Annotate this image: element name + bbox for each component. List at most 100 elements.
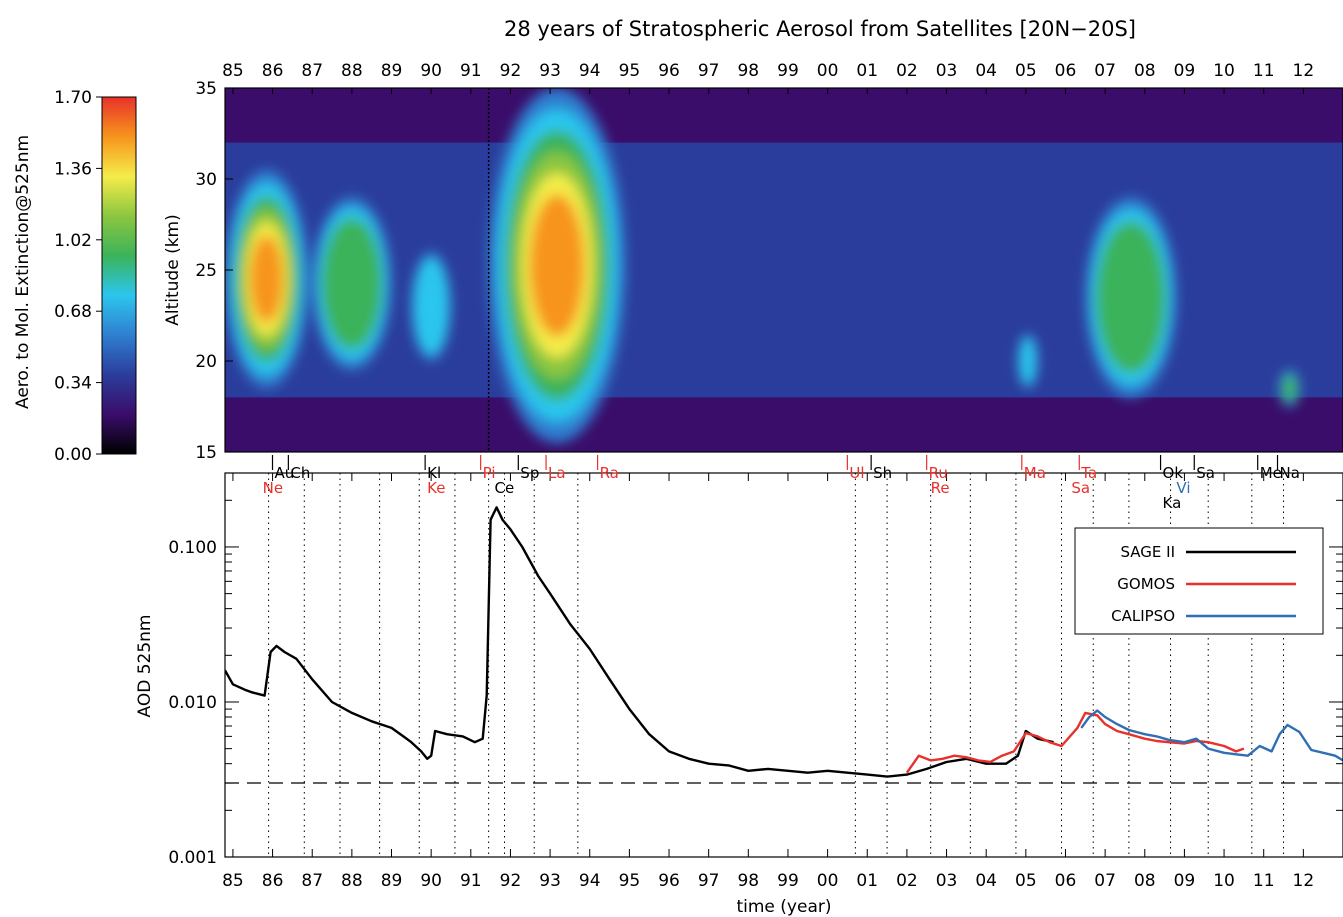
heatmap-x-tick-label: 12 <box>1293 61 1315 81</box>
aod-x-tick-label: 97 <box>698 871 720 891</box>
heatmap-contour <box>1096 221 1166 374</box>
heatmap-lower-band <box>225 397 1343 452</box>
figure-title: 28 years of Stratospheric Aerosol from S… <box>504 17 1136 41</box>
volcano-label: Ra <box>600 464 619 482</box>
heatmap-x-tick-label: 89 <box>381 61 403 81</box>
legend-label: CALIPSO <box>1111 607 1175 625</box>
heatmap-panel: 15 20 25 30 35 85 86 87 88 89 90 91 92 93 94 95 96 97 98 9… <box>163 61 1343 463</box>
aod-x-tick-label: 95 <box>619 871 641 891</box>
colorbar-label: Aero. to Mol. Extinction@525nm <box>13 135 33 409</box>
heatmap-body <box>225 88 1343 452</box>
heatmap-contour <box>529 194 585 337</box>
series-line-sage-ii <box>225 506 1054 778</box>
heatmap-x-tick-label: 92 <box>500 61 522 81</box>
aod-x-axis: 85 86 87 88 89 90 91 92 93 94 95 96 97 98 99 00 01 02 03 04… <box>222 473 1314 891</box>
heatmap-contour <box>1019 336 1037 386</box>
heatmap-x-tick-label: 02 <box>896 61 918 81</box>
heatmap-x-tick-label: 01 <box>856 61 878 81</box>
heatmap-features <box>225 88 1300 443</box>
aod-x-tick-label: 08 <box>1134 871 1156 891</box>
heatmap-x-tick-label: 06 <box>1055 61 1077 81</box>
series-line-gomos <box>905 711 1245 774</box>
aod-y-tick-label: 0.010 <box>168 693 217 713</box>
aod-y-tick-label: 0.001 <box>168 848 217 868</box>
aod-x-tick-label: 96 <box>658 871 680 891</box>
volcano-label: Ta <box>1080 464 1097 482</box>
aod-panel: 0.001 0.010 0.100 85 86 87 88 89 90 91 92 93 94 95 96… <box>135 455 1343 917</box>
heatmap-upper-band <box>225 88 1343 143</box>
heatmap-contour <box>413 258 449 355</box>
volcano-label: Ke <box>427 479 445 497</box>
aod-x-tick-label: 07 <box>1094 871 1116 891</box>
colorbar-ticks: 0.00 0.34 0.68 1.02 1.36 1.70 <box>54 88 102 465</box>
series-line-calipso <box>1080 709 1343 762</box>
volcano-label: La <box>548 464 566 482</box>
heatmap-y-tick-label: 25 <box>195 261 217 281</box>
aod-series <box>225 506 1343 778</box>
heatmap-x-tick-label: 07 <box>1094 61 1116 81</box>
aod-x-tick-label: 01 <box>856 871 878 891</box>
aod-x-tick-label: 86 <box>262 871 284 891</box>
aod-x-tick-label: 02 <box>896 871 918 891</box>
aod-x-tick-label: 91 <box>460 871 482 891</box>
aod-y-axis: 0.001 0.010 0.100 <box>168 499 1343 868</box>
aod-x-tick-label: 03 <box>936 871 958 891</box>
heatmap-x-tick-label: 99 <box>777 61 799 81</box>
volcano-label: Ce <box>495 479 515 497</box>
heatmap-contour <box>321 217 382 350</box>
aod-x-tick-label: 05 <box>1015 871 1037 891</box>
volcano-label: Ch <box>290 464 310 482</box>
colorbar-tick-label: 1.02 <box>54 231 92 251</box>
heatmap-y-label: Altitude (km) <box>163 214 183 326</box>
heatmap-y-tick-label: 20 <box>195 352 217 372</box>
heatmap-y-tick-label: 30 <box>195 170 217 190</box>
volcano-label: Au <box>275 464 295 482</box>
aod-x-tick-label: 92 <box>500 871 522 891</box>
colorbar-tick-label: 0.68 <box>54 302 92 322</box>
heatmap-x-tick-label: 87 <box>301 61 323 81</box>
volcano-label: Ne <box>263 479 283 497</box>
aod-frame <box>224 472 1343 858</box>
volcano-label: Sa <box>1071 479 1090 497</box>
aod-x-tick-label: 11 <box>1253 871 1275 891</box>
aod-x-tick-label: 90 <box>420 871 442 891</box>
legend: SAGE II GOMOS CALIPSO <box>1074 527 1324 635</box>
volcano-label: Pi <box>483 464 496 482</box>
heatmap-y-tick-label: 15 <box>195 443 217 463</box>
volcano-label: Sh <box>873 464 892 482</box>
aod-x-tick-label: 10 <box>1213 871 1235 891</box>
heatmap-x-tick-label: 00 <box>817 61 839 81</box>
aod-x-tick-label: 85 <box>222 871 244 891</box>
heatmap-x-tick-label: 91 <box>460 61 482 81</box>
volcano-label: Ok <box>1163 464 1184 482</box>
heatmap-top-x-axis: 85 86 87 88 89 90 91 92 93 94 95 96 97 98 99 00 01 02 03 04… <box>222 61 1314 94</box>
volcano-label: Ka <box>1163 494 1182 512</box>
volcano-label: Re <box>931 479 950 497</box>
aod-x-tick-label: 00 <box>817 871 839 891</box>
heatmap-x-tick-label: 03 <box>936 61 958 81</box>
heatmap-x-tick-label: 05 <box>1015 61 1037 81</box>
heatmap-contour <box>1281 374 1298 403</box>
aod-x-tick-label: 88 <box>341 871 363 891</box>
heatmap-x-tick-label: 95 <box>619 61 641 81</box>
heatmap-x-tick-label: 90 <box>420 61 442 81</box>
aod-gridlines <box>225 473 1343 857</box>
legend-items: SAGE II GOMOS CALIPSO <box>1111 543 1296 625</box>
heatmap-x-tick-label: 85 <box>222 61 244 81</box>
aod-y-label: AOD 525nm <box>135 615 155 718</box>
aod-x-tick-label: 99 <box>777 871 799 891</box>
colorbar: 0.00 0.34 0.68 1.02 1.36 1.70 Aero. to Mol. E… <box>13 88 137 465</box>
volcano-label: Sp <box>520 464 539 482</box>
aod-x-tick-label: 12 <box>1293 871 1315 891</box>
colorbar-tick-label: 0.34 <box>54 374 92 394</box>
volcano-label: Sa <box>1196 464 1215 482</box>
heatmap-x-tick-label: 94 <box>579 61 601 81</box>
aod-x-tick-label: 94 <box>579 871 601 891</box>
volcano-label: Ru <box>929 464 948 482</box>
heatmap-x-tick-label: 86 <box>262 61 284 81</box>
aod-x-tick-label: 98 <box>737 871 759 891</box>
heatmap-x-tick-label: 10 <box>1213 61 1235 81</box>
legend-label: SAGE II <box>1120 543 1175 561</box>
colorbar-tick-label: 1.36 <box>54 159 92 179</box>
